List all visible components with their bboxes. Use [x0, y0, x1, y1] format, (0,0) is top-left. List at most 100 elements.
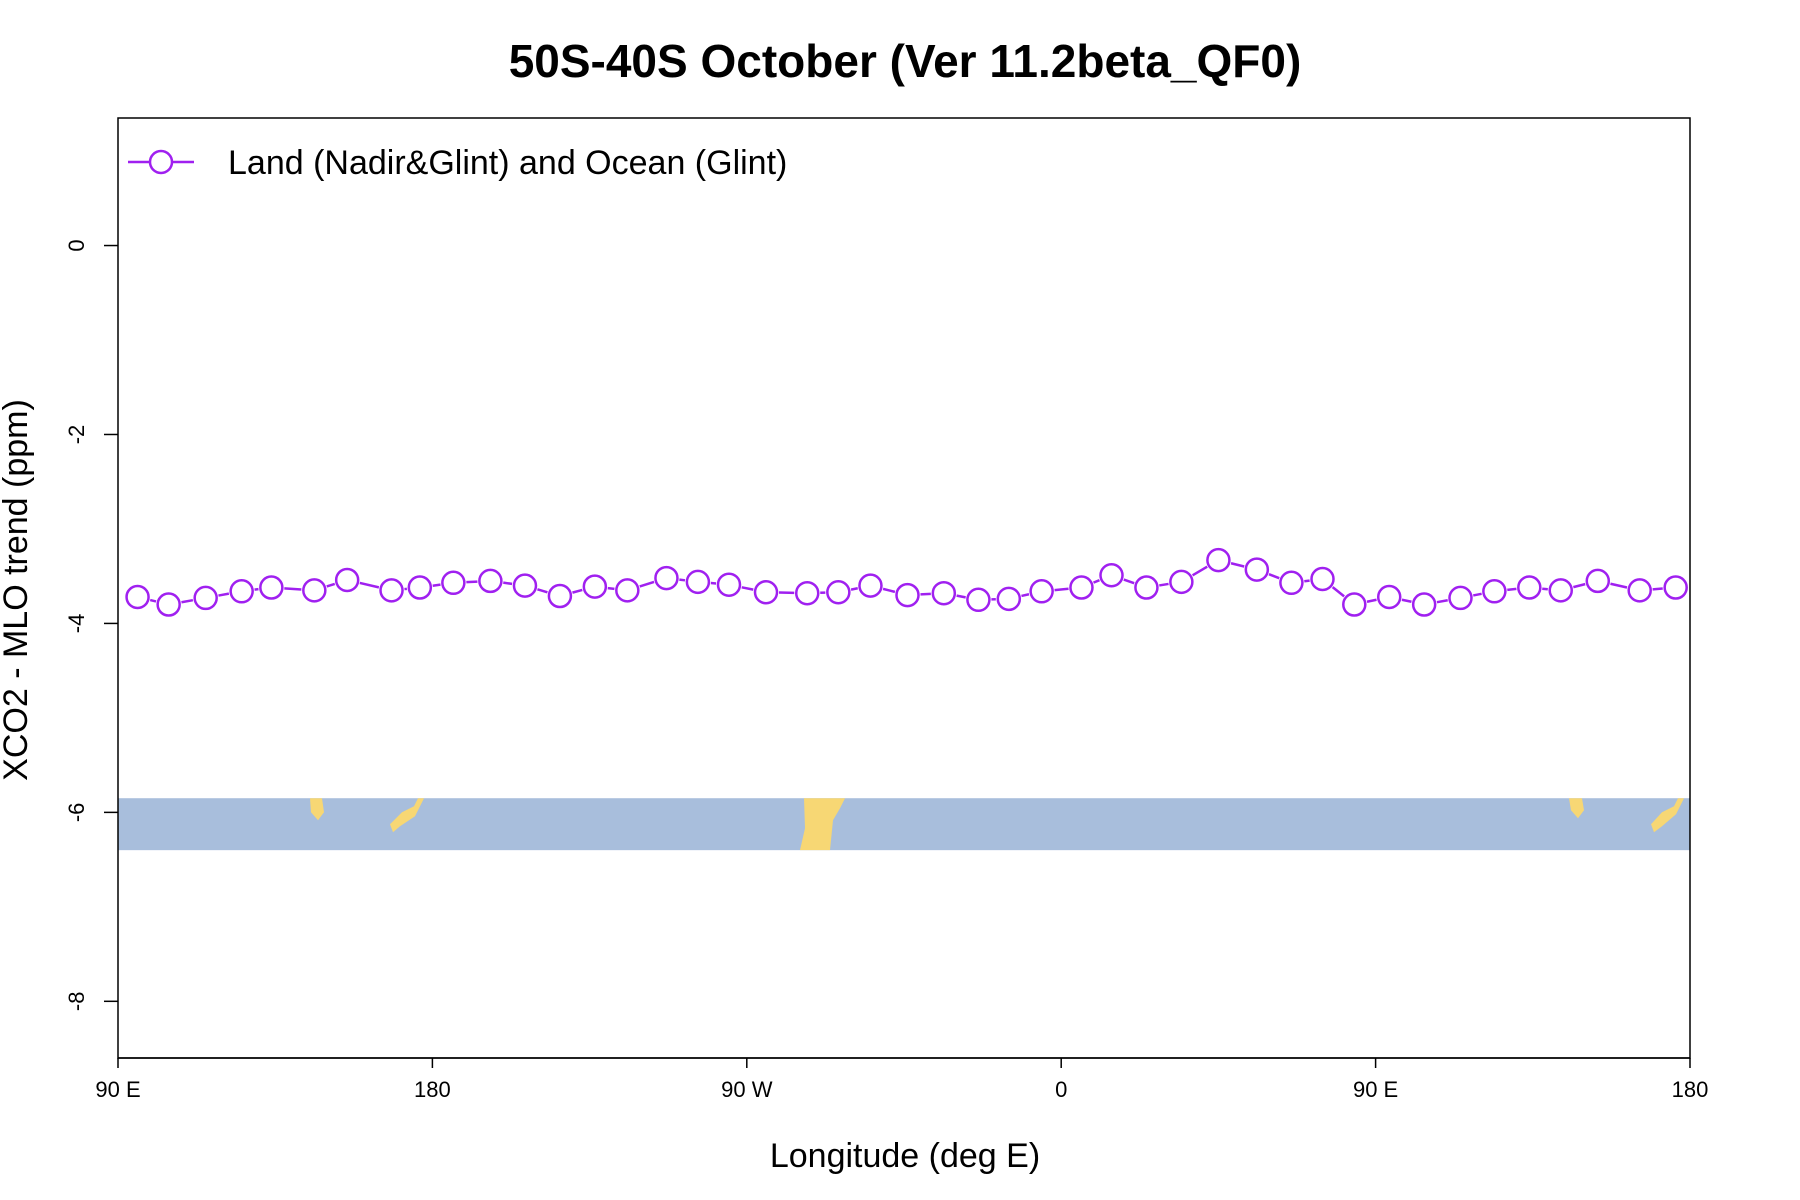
- data-point: [966, 587, 991, 613]
- data-point: [794, 580, 820, 606]
- map-land-shape: [1651, 798, 1684, 833]
- series-segment: [679, 578, 686, 582]
- series-segment: [537, 588, 548, 594]
- data-point: [125, 584, 150, 610]
- data-point: [753, 580, 779, 605]
- chart-title: 50S-40S October (Ver 11.2beta_QF0): [509, 35, 1302, 87]
- y-tick-label: 0: [64, 239, 89, 251]
- series-segment: [1436, 599, 1448, 604]
- data-point: [478, 568, 503, 594]
- series-segment: [920, 592, 931, 596]
- series-segment: [284, 587, 302, 591]
- data-point: [302, 578, 327, 603]
- data-point: [685, 569, 711, 595]
- y-axis: 0 -2 -4 -6 -8: [64, 239, 118, 1011]
- data-point: [716, 572, 742, 597]
- data-point: [1244, 557, 1270, 582]
- data-point: [1134, 575, 1159, 600]
- legend-marker: [148, 149, 174, 175]
- series-segment: [1304, 579, 1310, 583]
- series-segment: [1610, 582, 1628, 589]
- data-point: [1069, 575, 1094, 600]
- series-segment: [1159, 582, 1169, 587]
- series-segment: [956, 594, 966, 599]
- data-point: [996, 586, 1022, 612]
- map-land-shape: [310, 798, 324, 821]
- series-segment: [639, 580, 655, 588]
- data-point: [1279, 570, 1304, 596]
- data-point: [1585, 568, 1611, 594]
- series-segment: [1573, 582, 1586, 589]
- data-point: [1411, 592, 1437, 617]
- series-segment: [1191, 565, 1208, 577]
- data-point: [895, 582, 920, 608]
- legend: Land (Nadir&Glint) and Ocean (Glint): [128, 144, 787, 182]
- series-segment: [850, 587, 858, 591]
- map-strip: [118, 798, 1690, 851]
- data-point: [615, 578, 640, 603]
- series-segment: [1366, 598, 1377, 604]
- series-segment: [741, 586, 754, 591]
- series-segment: [466, 580, 478, 584]
- map-land: [310, 798, 1684, 851]
- data-point: [547, 583, 573, 609]
- y-tick-label: -4: [64, 614, 89, 634]
- map-land-shape: [800, 798, 845, 851]
- x-tick-label: 90 E: [95, 1077, 140, 1102]
- data-point: [334, 567, 360, 593]
- series-segment: [1268, 573, 1280, 580]
- map-ocean: [118, 798, 1690, 851]
- data-point: [1482, 579, 1507, 604]
- data-point: [1310, 566, 1335, 592]
- data-point: [582, 574, 608, 599]
- series-segment: [149, 598, 157, 603]
- data-point: [156, 592, 181, 617]
- series-segment: [326, 582, 336, 588]
- y-tick-label: -2: [64, 425, 89, 445]
- y-tick-label: -6: [64, 803, 89, 823]
- data-point: [229, 579, 254, 604]
- series-segment: [607, 586, 615, 591]
- x-axis-label: Longitude (deg E): [770, 1137, 1040, 1175]
- map-land-shape: [1569, 798, 1584, 819]
- x-tick-label: 180: [414, 1077, 451, 1102]
- series-layer: [125, 547, 1688, 617]
- series-segment: [882, 587, 896, 594]
- series-segment: [1331, 586, 1345, 598]
- legend-label: Land (Nadir&Glint) and Ocean (Glint): [228, 144, 787, 182]
- map-land-shape: [390, 798, 424, 833]
- x-tick-label: 0: [1055, 1077, 1067, 1102]
- series-segment: [1054, 587, 1069, 592]
- data-point: [1099, 562, 1124, 588]
- series-segment: [1507, 587, 1517, 592]
- series-segment: [1230, 562, 1245, 568]
- data-point: [1169, 569, 1194, 595]
- series-segment: [181, 598, 194, 604]
- x-tick-label: 90 W: [721, 1077, 773, 1102]
- data-point: [1517, 575, 1542, 600]
- series-segment: [218, 592, 230, 597]
- data-point: [826, 580, 851, 605]
- y-axis-label: XCO2 - MLO trend (ppm): [0, 399, 35, 781]
- data-point: [193, 585, 218, 611]
- data-point: [407, 575, 433, 600]
- data-point: [858, 573, 883, 598]
- data-point: [379, 578, 404, 603]
- data-point: [931, 580, 957, 606]
- series-segment: [1401, 598, 1412, 604]
- series-segment: [432, 583, 441, 587]
- data-point: [1342, 592, 1367, 617]
- data-point: [259, 575, 284, 600]
- series-segment: [1093, 579, 1100, 584]
- data-point: [512, 573, 538, 598]
- data-point: [1627, 578, 1652, 603]
- data-point: [1029, 579, 1054, 604]
- data-point: [654, 565, 679, 591]
- series-segment: [1652, 587, 1663, 591]
- x-tick-label: 180: [1672, 1077, 1709, 1102]
- series-segment: [1123, 578, 1135, 585]
- y-tick-label: -8: [64, 992, 89, 1012]
- data-point: [1376, 584, 1402, 610]
